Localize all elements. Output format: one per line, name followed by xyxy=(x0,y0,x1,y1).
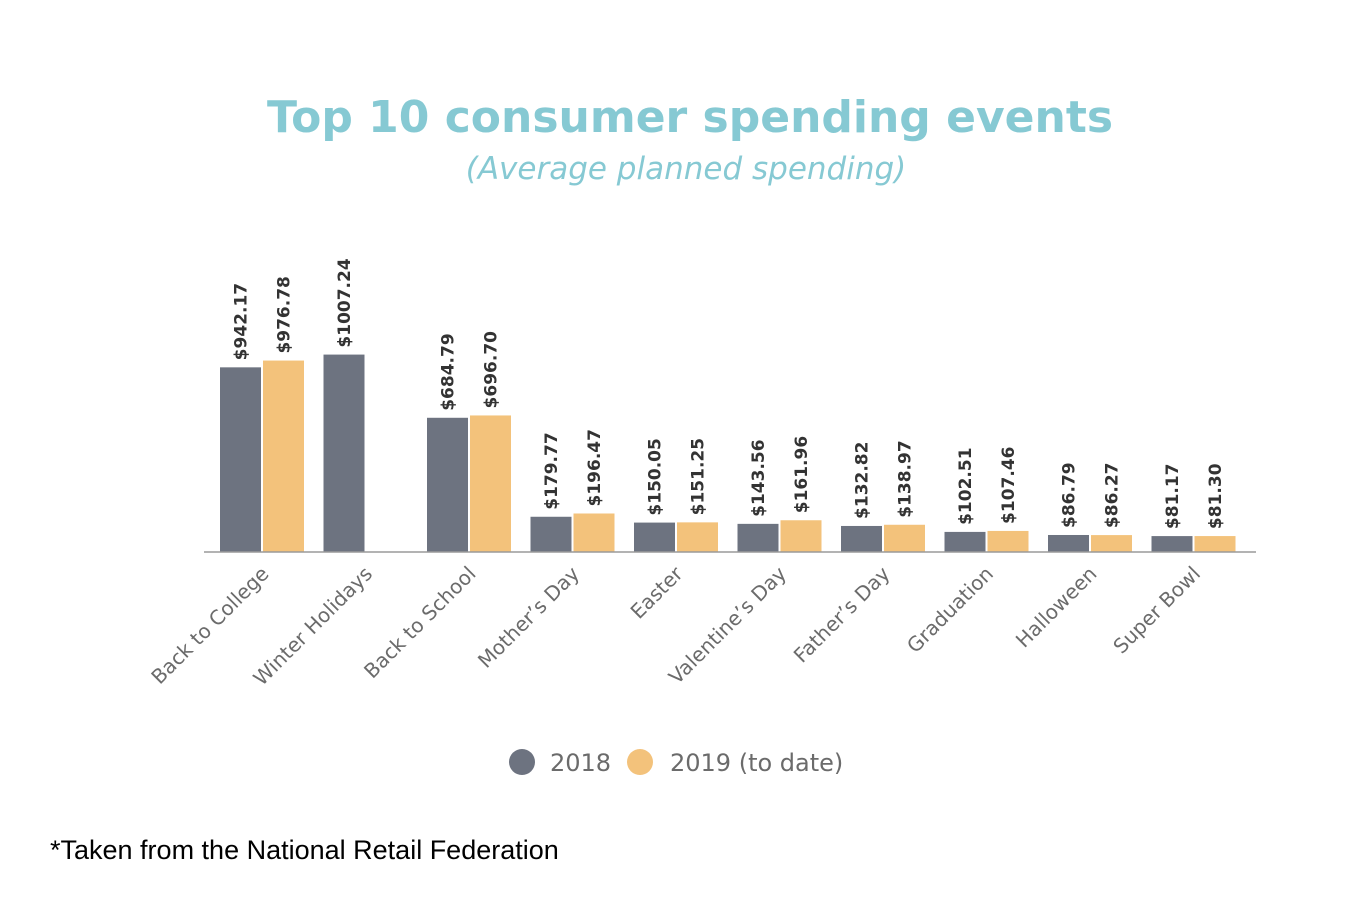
data-label-mother-s-day-2018: $179.77 xyxy=(542,432,562,509)
bar-mother-s-day-2019-to-date xyxy=(573,513,615,552)
bar-halloween-2018 xyxy=(1048,534,1089,552)
category-label-mother-s-day: Mother’s Day xyxy=(473,561,584,672)
bar-graduation-2019-to-date xyxy=(987,530,1029,552)
bar-back-to-college-2018 xyxy=(220,367,261,552)
data-label-graduation-2019-to-date: $107.46 xyxy=(999,447,1019,524)
data-label-winter-holidays-2018: $1007.24 xyxy=(335,258,355,347)
legend-marker-2019 xyxy=(627,749,653,775)
data-label-back-to-college-2018: $942.17 xyxy=(232,283,252,360)
category-label-easter: Easter xyxy=(626,561,689,624)
legend: 2018 2019 (to date) xyxy=(509,749,843,777)
data-label-easter-2019-to-date: $151.25 xyxy=(689,438,709,515)
bar-back-to-school-2019-to-date xyxy=(470,415,511,552)
chart-subtitle: (Average planned spending) xyxy=(466,151,907,187)
bar-mother-s-day-2018 xyxy=(530,516,572,552)
bar-valentine-s-day-2019-to-date xyxy=(780,520,822,552)
footnote: *Taken from the National Retail Federati… xyxy=(50,835,559,865)
data-label-super-bowl-2019-to-date: $81.30 xyxy=(1206,463,1226,529)
category-label-super-bowl: Super Bowl xyxy=(1108,562,1205,659)
bar-valentine-s-day-2018 xyxy=(737,523,779,552)
category-label-halloween: Halloween xyxy=(1011,562,1102,653)
bar-easter-2019-to-date xyxy=(677,522,718,552)
legend-label-2019: 2019 (to date) xyxy=(670,749,843,777)
bar-halloween-2019-to-date xyxy=(1091,535,1132,552)
data-label-halloween-2018: $86.79 xyxy=(1060,462,1080,528)
data-label-valentine-s-day-2018: $143.56 xyxy=(749,439,769,516)
data-label-father-s-day-2019-to-date: $138.97 xyxy=(896,440,916,517)
data-label-graduation-2018: $102.51 xyxy=(956,447,976,524)
bar-father-s-day-2018 xyxy=(841,525,882,552)
chart-title: Top 10 consumer spending events xyxy=(267,92,1113,143)
category-label-father-s-day: Father’s Day xyxy=(789,561,895,667)
category-label-graduation: Graduation xyxy=(902,562,998,658)
data-label-super-bowl-2018: $81.17 xyxy=(1163,463,1183,529)
data-label-valentine-s-day-2019-to-date: $161.96 xyxy=(792,436,812,513)
data-label-back-to-school-2018: $684.79 xyxy=(439,333,459,410)
bar-back-to-school-2018 xyxy=(427,417,468,552)
data-label-back-to-college-2019-to-date: $976.78 xyxy=(275,276,295,353)
bar-super-bowl-2018 xyxy=(1151,536,1193,552)
data-label-halloween-2019-to-date: $86.27 xyxy=(1103,462,1123,528)
legend-label-2018: 2018 xyxy=(550,749,611,777)
bar-father-s-day-2019-to-date xyxy=(884,524,925,552)
legend-marker-2018 xyxy=(509,749,535,775)
bar-back-to-college-2019-to-date xyxy=(263,360,304,552)
data-label-easter-2018: $150.05 xyxy=(646,438,666,515)
bar-super-bowl-2019-to-date xyxy=(1194,536,1236,552)
category-label-back-to-school: Back to School xyxy=(359,562,480,683)
bar-winter-holidays-2018 xyxy=(323,354,365,552)
bars-layer xyxy=(220,354,1236,552)
bar-graduation-2018 xyxy=(944,531,986,552)
data-labels-layer: $942.17 $976.78 $1007.24 $684.79 $696.70 $179… xyxy=(232,258,1227,529)
bar-easter-2018 xyxy=(634,522,675,552)
data-label-back-to-school-2019-to-date: $696.70 xyxy=(482,331,502,409)
data-label-mother-s-day-2019-to-date: $196.47 xyxy=(585,429,605,506)
data-label-father-s-day-2018: $132.82 xyxy=(853,442,873,519)
